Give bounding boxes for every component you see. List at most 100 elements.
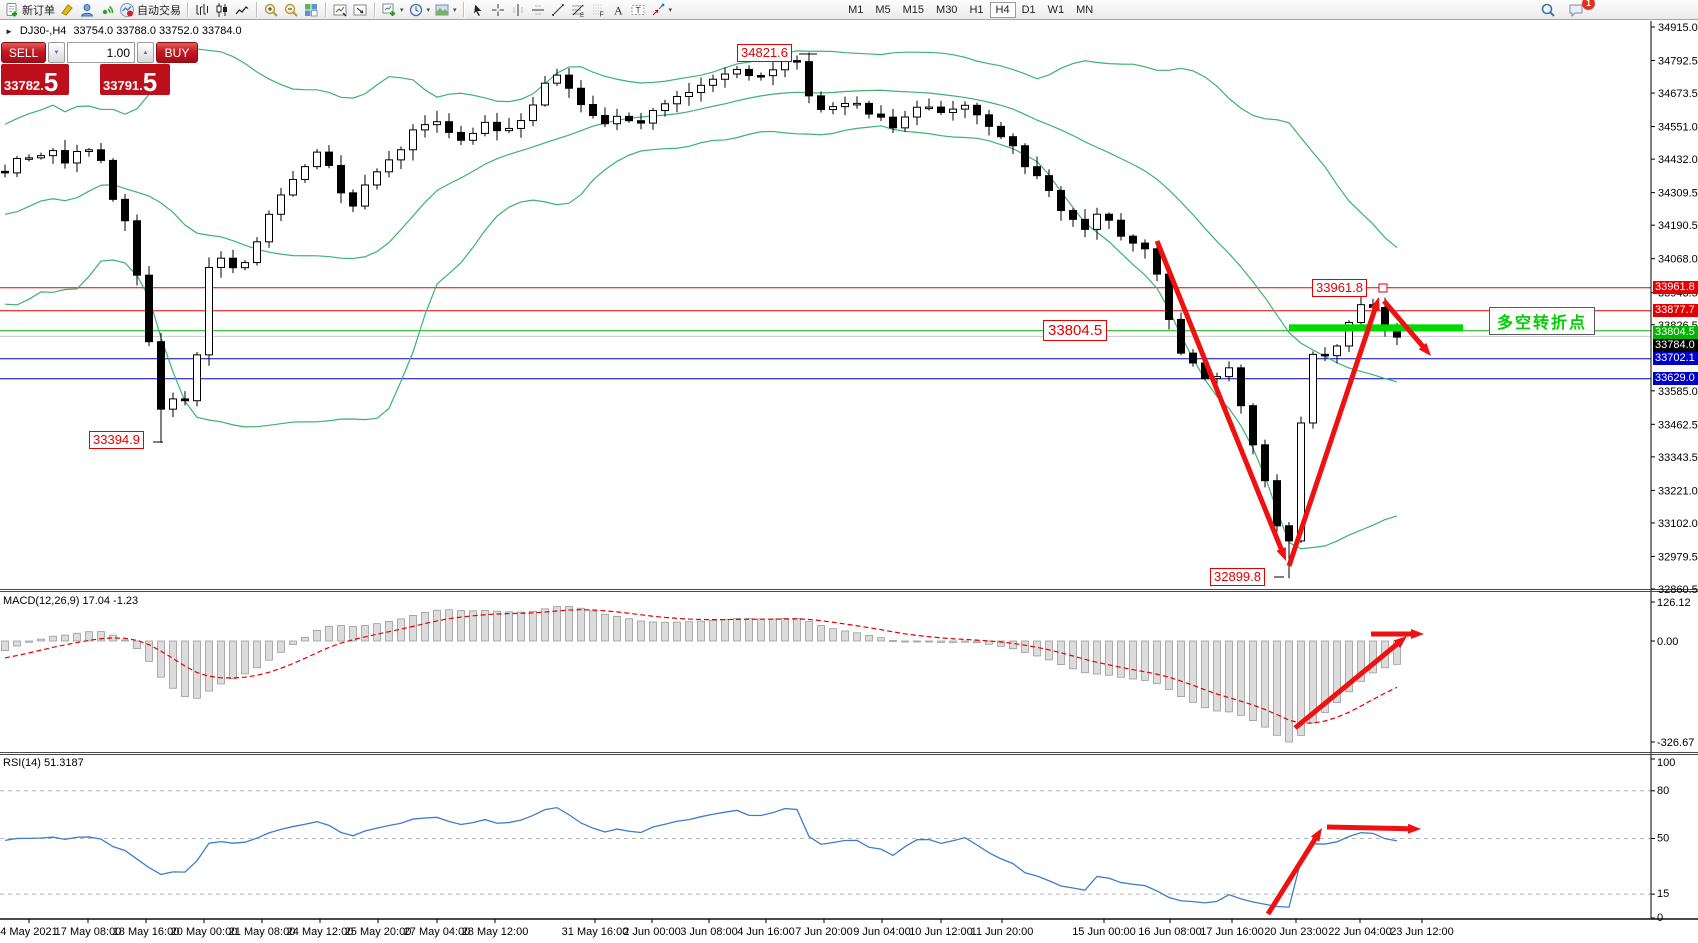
candle[interactable]	[1069, 210, 1077, 220]
candle[interactable]	[1225, 367, 1233, 378]
candle[interactable]	[421, 124, 429, 131]
candle[interactable]	[265, 213, 273, 243]
candle[interactable]	[637, 120, 645, 124]
timeframe-m1[interactable]: M1	[848, 3, 864, 16]
candle[interactable]	[181, 398, 189, 402]
candle[interactable]	[1081, 218, 1089, 230]
level-33961-label[interactable]: 33961.8	[1312, 279, 1367, 297]
trendline-tool[interactable]	[548, 1, 568, 19]
candle[interactable]	[1309, 353, 1317, 424]
turning-point-label[interactable]: 多空转折点	[1489, 307, 1596, 335]
candle[interactable]	[493, 121, 501, 132]
candle[interactable]	[793, 60, 801, 63]
lot-size-input[interactable]	[67, 42, 135, 63]
candle[interactable]	[1153, 248, 1161, 275]
candle[interactable]	[805, 61, 813, 97]
candle[interactable]	[661, 103, 669, 112]
candle[interactable]	[817, 95, 825, 110]
candle[interactable]	[1045, 175, 1053, 191]
candle[interactable]	[385, 159, 393, 173]
trend-arrow[interactable]	[1286, 303, 1379, 567]
candle[interactable]	[253, 241, 261, 264]
candle[interactable]	[1009, 136, 1017, 147]
candle[interactable]	[853, 102, 861, 106]
candlestick-chart-button[interactable]	[212, 1, 232, 19]
candle[interactable]	[97, 149, 105, 161]
auto-trading-button[interactable]: 自动交易	[117, 1, 183, 19]
candle[interactable]	[877, 113, 885, 118]
level-33804-label[interactable]: 33804.5	[1043, 320, 1108, 341]
periods-button[interactable]: ▾	[406, 1, 433, 19]
candle[interactable]	[157, 341, 165, 410]
candle[interactable]	[349, 192, 357, 207]
macd-pane[interactable]	[1, 606, 1425, 743]
candle[interactable]	[205, 266, 213, 356]
candle[interactable]	[529, 104, 537, 122]
bollinger-lower-band[interactable]	[4, 125, 1398, 550]
candle[interactable]	[829, 106, 837, 110]
candle[interactable]	[889, 116, 897, 129]
candle[interactable]	[325, 151, 333, 166]
candle[interactable]	[289, 178, 297, 196]
candle[interactable]	[109, 159, 117, 200]
indicators-window-button[interactable]	[330, 1, 350, 19]
candle[interactable]	[145, 274, 153, 343]
candle[interactable]	[709, 78, 717, 86]
candle[interactable]	[673, 95, 681, 105]
candle[interactable]	[997, 125, 1005, 138]
candle[interactable]	[277, 194, 285, 215]
candle[interactable]	[37, 155, 45, 159]
candle[interactable]	[613, 115, 621, 125]
candle[interactable]	[457, 131, 465, 141]
candle[interactable]	[973, 104, 981, 116]
candle[interactable]	[697, 84, 705, 93]
price-pane[interactable]	[0, 48, 1651, 579]
candle[interactable]	[169, 398, 177, 410]
timeframe-m15[interactable]: M15	[902, 3, 925, 16]
candle[interactable]	[241, 262, 249, 269]
trend-arrow[interactable]	[1154, 240, 1286, 555]
candle[interactable]	[433, 121, 441, 126]
candle[interactable]	[1249, 405, 1257, 446]
high-label[interactable]: 34821.6	[737, 44, 792, 62]
templates-button[interactable]: ▾	[432, 1, 459, 19]
candle[interactable]	[937, 106, 945, 113]
candle[interactable]	[1105, 213, 1113, 221]
zoom-out-button[interactable]	[281, 1, 301, 19]
candle[interactable]	[361, 184, 369, 207]
candle[interactable]	[901, 116, 909, 129]
timeframe-m30[interactable]: M30	[936, 3, 958, 16]
candle[interactable]	[841, 102, 849, 108]
candle[interactable]	[409, 129, 417, 151]
candle[interactable]	[1261, 444, 1269, 482]
candle[interactable]	[553, 74, 561, 84]
candle[interactable]	[1033, 166, 1041, 177]
timeframe-h1[interactable]: H1	[969, 3, 984, 16]
candle[interactable]	[1285, 525, 1293, 542]
candle[interactable]	[985, 114, 993, 127]
candle[interactable]	[1093, 213, 1101, 230]
timeframe-d1[interactable]: D1	[1021, 3, 1036, 16]
buy-price-display[interactable]: 33791. 5	[100, 64, 170, 95]
candle[interactable]	[481, 121, 489, 134]
candle[interactable]	[565, 74, 573, 89]
rsi-pane[interactable]	[0, 790, 1651, 916]
candle[interactable]	[1357, 304, 1365, 323]
objects-window-button[interactable]	[350, 1, 370, 19]
bollinger-upper-band[interactable]	[4, 48, 1398, 249]
timeframe-m5[interactable]: M5	[875, 3, 891, 16]
line-chart-button[interactable]	[232, 1, 252, 19]
vline-tool[interactable]	[508, 1, 528, 19]
candle[interactable]	[1237, 367, 1245, 407]
candle[interactable]	[469, 132, 477, 141]
candle[interactable]	[61, 150, 69, 164]
fibonacci-tool[interactable]: E	[568, 1, 588, 19]
candle[interactable]	[1057, 189, 1065, 212]
trend-arrow[interactable]	[1293, 639, 1403, 730]
candle[interactable]	[49, 150, 57, 157]
candle[interactable]	[925, 106, 933, 110]
highlight-button[interactable]	[57, 1, 77, 19]
zoom-in-button[interactable]	[261, 1, 281, 19]
sell-price-display[interactable]: 33782. 5	[1, 64, 69, 95]
